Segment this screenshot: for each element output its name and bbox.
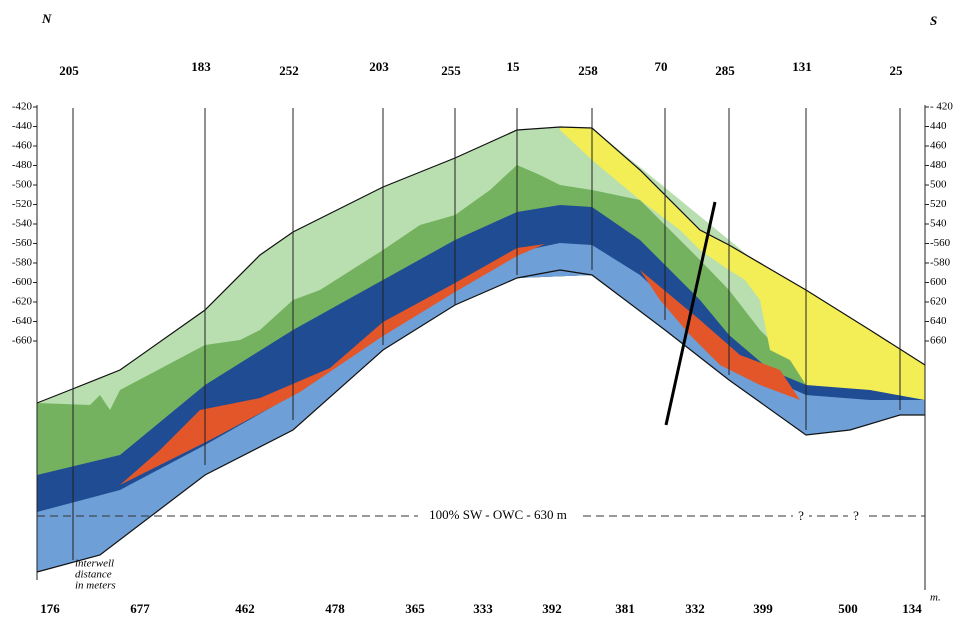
interwell-distance: 332 [685, 601, 705, 616]
depth-label-right: 640 [930, 315, 947, 327]
depth-label-left: -660 [12, 335, 33, 347]
depth-label-left: -640 [12, 315, 33, 327]
cross-section: N S 100% SW - OWC - 630 m ? ? interwell … [0, 0, 967, 626]
depth-label-right: 500 [930, 179, 947, 191]
interwell-distance: 399 [753, 601, 773, 616]
depth-label-left: -560 [12, 237, 33, 249]
interwell-distance: 333 [473, 601, 493, 616]
depth-label-left: -480 [12, 159, 33, 171]
depth-label-right: 520 [930, 198, 947, 210]
north-label: N [41, 11, 52, 26]
interwell-distance: 500 [838, 601, 858, 616]
owc-label: 100% SW - OWC - 630 m [429, 507, 567, 522]
well-label: 15 [507, 59, 521, 74]
depth-label-left: -460 [12, 140, 33, 152]
depth-label-left: -580 [12, 257, 33, 269]
depth-label-right: - 420 [930, 101, 953, 113]
well-label: 205 [59, 63, 79, 78]
well-label: 203 [369, 59, 389, 74]
question-mark: ? [853, 508, 859, 523]
interwell-distance: 462 [235, 601, 255, 616]
depth-unit: m. [930, 592, 941, 604]
depth-label-right: 600 [930, 276, 947, 288]
depth-label-right: -580 [930, 257, 951, 269]
depth-label-left: -620 [12, 296, 33, 308]
well-label: 255 [441, 63, 461, 78]
depth-label-left: -420 [12, 101, 33, 113]
interwell-distance: 381 [615, 601, 635, 616]
well-label: 70 [655, 59, 668, 74]
well-label: 131 [792, 59, 812, 74]
depth-label-left: -600 [12, 276, 33, 288]
distance-note: in meters [75, 580, 116, 592]
depth-label-right: 440 [930, 120, 947, 132]
depth-label-right: 460 [930, 140, 947, 152]
interwell-distance: 365 [405, 601, 425, 616]
depth-label-right: 540 [930, 218, 947, 230]
interwell-distance: 392 [542, 601, 562, 616]
well-label: 252 [279, 63, 299, 78]
depth-label-right: -560 [930, 237, 951, 249]
depth-label-left: -540 [12, 218, 33, 230]
well-label: 258 [578, 63, 598, 78]
depth-label-left: -500 [12, 179, 33, 191]
well-label: 183 [191, 59, 211, 74]
depth-label-left: -440 [12, 120, 33, 132]
interwell-distance: 478 [325, 601, 345, 616]
well-label: 285 [715, 63, 735, 78]
question-mark: ? [798, 508, 804, 523]
interwell-distance: 176 [40, 601, 60, 616]
south-label: S [930, 13, 937, 28]
depth-label-right: 660 [930, 335, 947, 347]
interwell-distance: 134 [902, 601, 922, 616]
depth-label-right: 480 [930, 159, 947, 171]
interwell-distance: 677 [130, 601, 150, 616]
depth-label-right: 620 [930, 296, 947, 308]
depth-label-left: -520 [12, 198, 33, 210]
well-label: 25 [890, 63, 904, 78]
